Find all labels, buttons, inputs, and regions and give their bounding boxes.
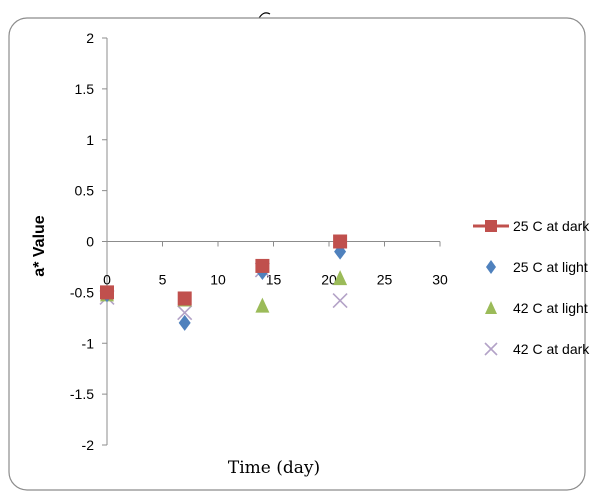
legend-label: 25 C at light <box>513 259 588 275</box>
data-point-triangle <box>333 270 348 286</box>
legend-label: 42 C at dark <box>513 341 590 357</box>
legend-marker-x <box>484 342 498 356</box>
y-tick-label: -1 <box>82 335 95 351</box>
data-point-x <box>332 292 348 309</box>
data-point-diamond <box>178 314 191 331</box>
data-point-square <box>177 291 192 306</box>
y-tick-label: -0.5 <box>70 284 94 300</box>
x-tick-label: 30 <box>432 272 448 288</box>
legend-label: 42 C at light <box>513 300 588 316</box>
y-tick-label: -1.5 <box>70 386 94 402</box>
legend-marker-triangle <box>485 301 497 314</box>
x-tick-label: 25 <box>377 272 393 288</box>
y-tick-label: 1.5 <box>75 81 95 97</box>
x-tick-label: 20 <box>321 272 337 288</box>
x-tick-label: 15 <box>266 272 282 288</box>
x-ticks: 0 5 10 15 20 25 30 <box>103 241 448 288</box>
data-point-triangle <box>255 297 270 313</box>
y-axis-title: a* Value <box>31 215 48 276</box>
y-tick-label: 0 <box>86 234 94 250</box>
y-tick-label: 0.5 <box>75 183 95 199</box>
legend-item: 42 C at light <box>485 300 588 316</box>
data-point-x <box>177 305 193 321</box>
legend-item: 42 C at dark <box>484 341 590 357</box>
data-points <box>99 234 348 331</box>
legend-marker-square <box>485 220 497 232</box>
chart-border <box>8 17 586 491</box>
legend-label: 25 C at dark <box>513 218 590 234</box>
data-point-square <box>100 285 114 300</box>
legend-item: 25 C at dark <box>473 218 590 234</box>
x-tick-label: 10 <box>210 272 226 288</box>
y-tick-label: 1 <box>86 132 94 148</box>
y-tick-label: 2 <box>86 30 94 46</box>
data-point-square <box>255 258 270 273</box>
x-tick-label: 0 <box>103 272 111 288</box>
legend-item: 25 C at light <box>486 259 588 275</box>
data-point-square <box>333 234 348 249</box>
x-tick-label: 5 <box>159 272 167 288</box>
legend-marker-diamond <box>486 260 496 274</box>
legend: 25 C at dark 25 C at light 42 C at light 42… <box>473 218 590 357</box>
x-axis-title: Time (day) <box>228 458 320 478</box>
y-tick-label: -2 <box>82 437 95 453</box>
